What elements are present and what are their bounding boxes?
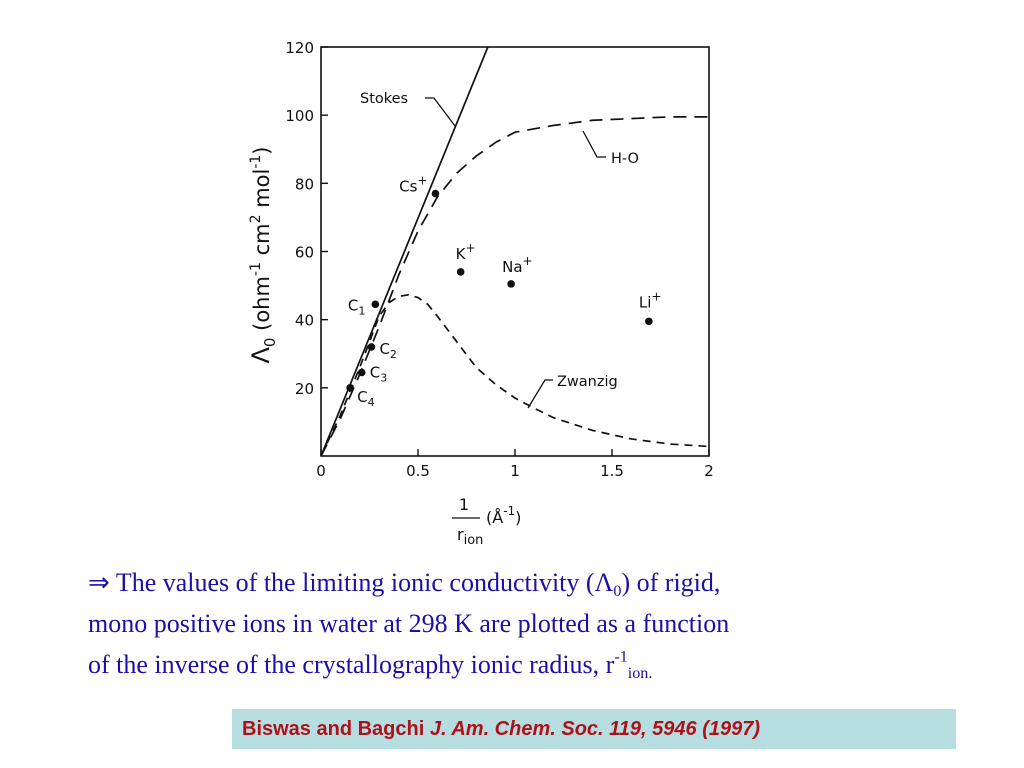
y-tick-label: 60 (295, 244, 314, 262)
reference-authors: Biswas and Bagchi (242, 717, 425, 740)
point-label-main: K (456, 245, 467, 263)
point-label-main: Li (639, 293, 652, 311)
x-tick-label: 1 (510, 462, 520, 480)
data-point (456, 268, 465, 276)
point-label: C4 (357, 388, 374, 409)
x-title-r: r (457, 525, 464, 544)
x-tick-label: 1.5 (600, 462, 624, 480)
y-title-mol: mol (250, 169, 274, 215)
callout-leader (527, 379, 553, 409)
point-label-main: Na (502, 258, 522, 276)
callout-leader (582, 130, 606, 158)
point-label: Cs+ (399, 174, 427, 196)
point-label-main: C (370, 363, 380, 381)
point-label: K+ (456, 241, 476, 263)
y-tick-label: 40 (295, 312, 314, 330)
x-title-unit-main: (Å (486, 508, 503, 527)
point-label-sup: + (417, 174, 427, 188)
data-point (507, 280, 515, 288)
point-label: Na+ (502, 254, 532, 276)
point-label-sub: 4 (368, 396, 375, 409)
data-point (367, 343, 376, 351)
y-tick-label: 100 (285, 107, 314, 125)
point-label-sub: 3 (380, 371, 387, 384)
y-title-cm: cm (250, 223, 274, 262)
y-title-sub-0: 0 (261, 338, 279, 348)
callout-leader (425, 97, 456, 127)
point-label-sub: 2 (390, 348, 397, 361)
y-axis-title: Λ0 (ohm-1 cm2 mol-1) (247, 146, 279, 363)
x-axis-title: 1 (459, 495, 469, 514)
point-label: C2 (379, 340, 396, 361)
y-tick-label: 20 (295, 380, 314, 398)
point-label: Li+ (639, 289, 662, 311)
point-label-main: Cs (399, 178, 417, 196)
caption-line-2: mono positive ions in water at 298 K are… (88, 609, 730, 638)
chart-series (321, 47, 709, 456)
point-label-main: C (348, 296, 358, 314)
x-title-numerator: 1 (459, 495, 469, 514)
caption-line-3: of the inverse of the crystallography io… (88, 648, 653, 682)
series-callouts: Stokes H-O Zwanzig (360, 91, 639, 409)
x-title-unit: (Å-1) (486, 504, 521, 527)
series-zwanzig (321, 293, 709, 456)
x-tick-label: 0.5 (406, 462, 430, 480)
series-label: Stokes (360, 91, 408, 107)
point-label-sup: + (466, 241, 476, 255)
y-title-sup-1: -1 (248, 262, 264, 276)
y-title-close: ) (250, 146, 274, 154)
plot-frame (320, 46, 710, 457)
data-point (431, 189, 440, 198)
x-tick-label: 0 (316, 462, 326, 480)
x-title-unit-close: ) (515, 508, 521, 527)
point-label-sub: 1 (358, 304, 365, 317)
point-label-sup: + (651, 289, 661, 303)
plot-border (320, 46, 710, 457)
x-tick-label: 2 (704, 462, 714, 480)
x-title-r-sub: ion (464, 533, 484, 548)
series-h-o (321, 116, 709, 456)
x-title-unit-sup: -1 (503, 504, 515, 518)
data-point (371, 300, 380, 309)
y-title-sup-2: 2 (248, 214, 264, 223)
implies-arrow: ⇒ (88, 568, 110, 597)
data-point (346, 384, 354, 392)
reference-journal: J. Am. Chem. Soc. 119, 5946 (1997) (429, 717, 761, 740)
y-tick-label: 120 (285, 39, 314, 57)
axis-ticks: 20 40 60 80 100 120 0 0.5 1 1.5 2 (285, 39, 713, 480)
point-label-main: C (379, 340, 389, 358)
figure-caption: ⇒ The values of the limiting ionic condu… (88, 562, 968, 685)
point-label: C1 (348, 296, 365, 317)
reference-banner: Biswas and Bagchi J. Am. Chem. Soc. 119,… (232, 709, 956, 749)
y-title-lambda: Λ (247, 347, 275, 364)
y-title-sup-3: -1 (248, 155, 264, 169)
point-label-main: C (357, 388, 367, 406)
x-title-denominator: rion (457, 525, 483, 548)
x-axis-title-group: 1 rion(Å-1) (452, 495, 521, 548)
point-label: C3 (370, 363, 387, 384)
caption-line-1: ⇒ The values of the limiting ionic condu… (88, 568, 721, 600)
series-label: Zwanzig (557, 374, 618, 390)
y-tick-label: 80 (295, 175, 314, 193)
data-point (357, 368, 366, 377)
data-point (645, 317, 653, 326)
point-label-sup: + (523, 254, 533, 268)
series-label: H-O (611, 151, 639, 167)
y-title-ohm: (ohm (250, 276, 274, 337)
